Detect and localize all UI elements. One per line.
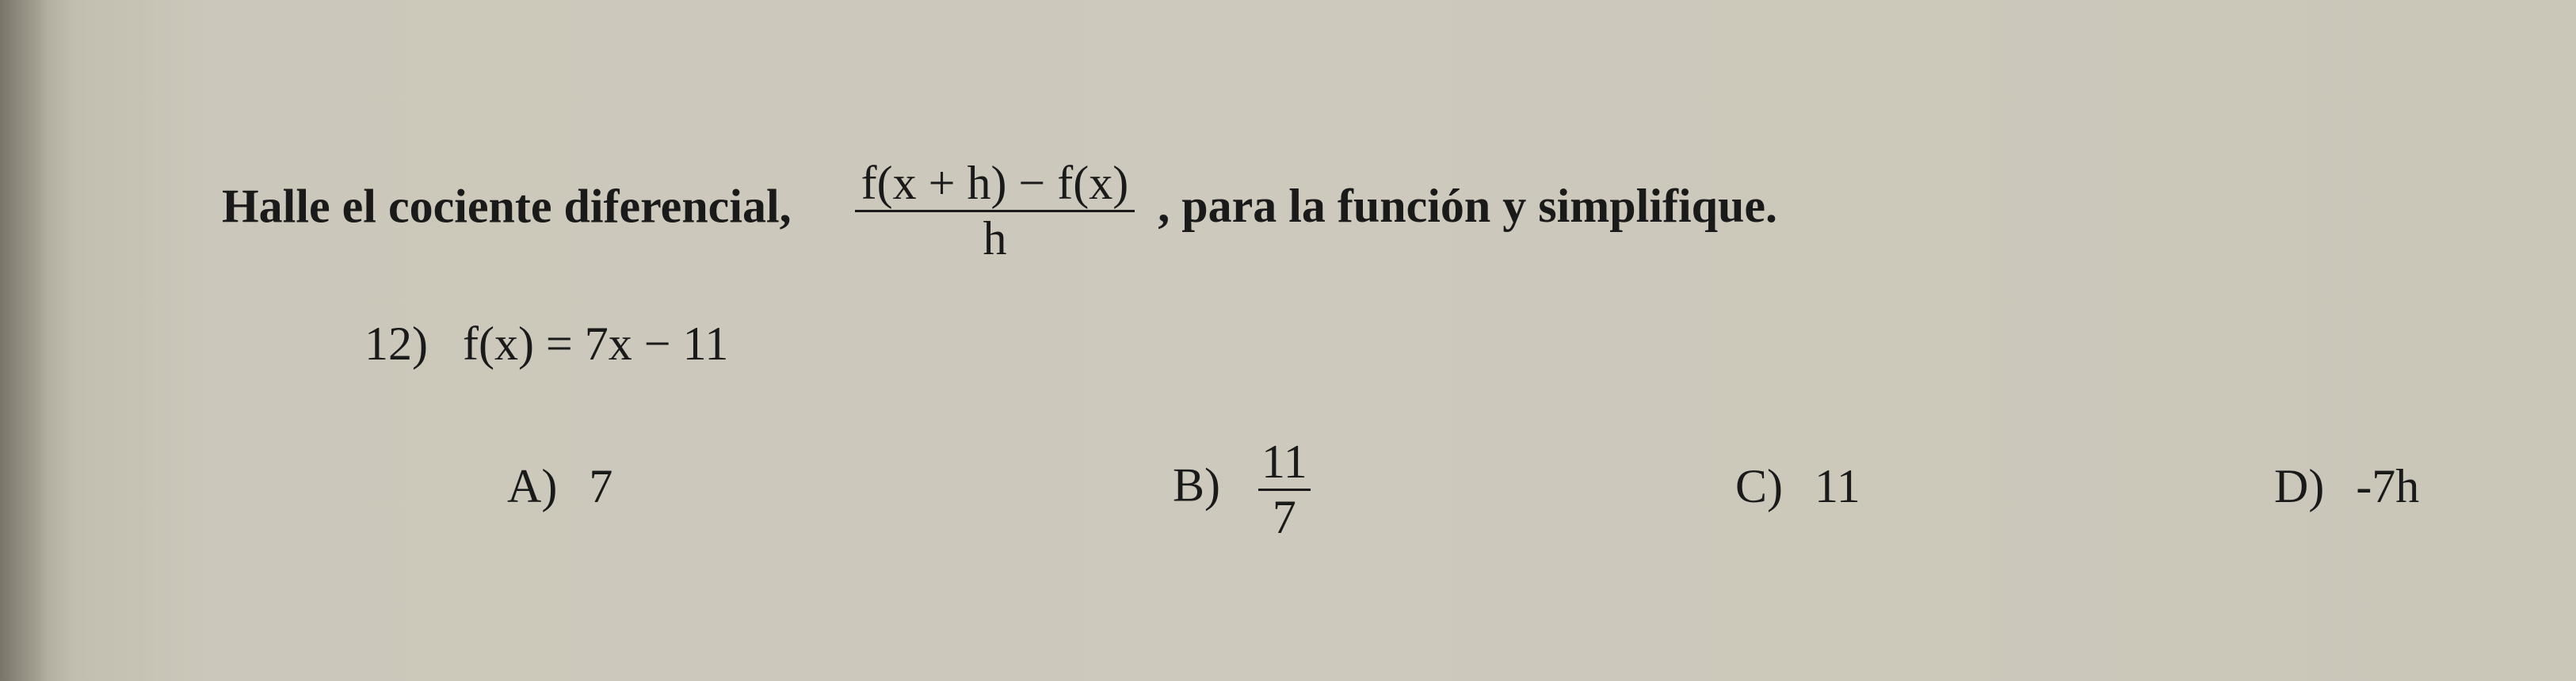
option-b-fraction: 11 7: [1258, 437, 1311, 542]
question-number: 12): [364, 318, 428, 370]
page-left-edge-shadow: [0, 0, 48, 681]
option-c-value: 11: [1815, 460, 1860, 512]
option-b-denominator: 7: [1258, 489, 1311, 542]
option-c[interactable]: C) 11: [1735, 459, 1860, 514]
option-b-label: B): [1173, 458, 1220, 511]
option-d-label: D): [2274, 460, 2324, 512]
fraction-denominator: h: [855, 210, 1135, 264]
instruction-suffix: , para la función y simplifique.: [1158, 180, 1777, 232]
option-d[interactable]: D) -7h: [2274, 459, 2419, 514]
worksheet-page: Halle el cociente diferencial, f(x + h) …: [0, 0, 2576, 681]
option-d-value: -7h: [2356, 460, 2419, 512]
option-c-label: C): [1735, 460, 1783, 512]
instruction-prefix: Halle el cociente diferencial,: [222, 180, 792, 232]
option-a-label: A): [507, 460, 557, 512]
question-expression: f(x) = 7x − 11: [463, 318, 728, 370]
question-line: 12) f(x) = 7x − 11: [364, 317, 728, 371]
option-b[interactable]: B) 11 7: [1173, 437, 1319, 542]
instruction-line: Halle el cociente diferencial, f(x + h) …: [222, 158, 1777, 264]
option-a-value: 7: [589, 460, 613, 512]
option-a[interactable]: A) 7: [507, 459, 613, 514]
fraction-numerator: f(x + h) − f(x): [855, 158, 1135, 210]
option-b-numerator: 11: [1258, 437, 1311, 489]
difference-quotient-fraction: f(x + h) − f(x) h: [855, 158, 1135, 264]
